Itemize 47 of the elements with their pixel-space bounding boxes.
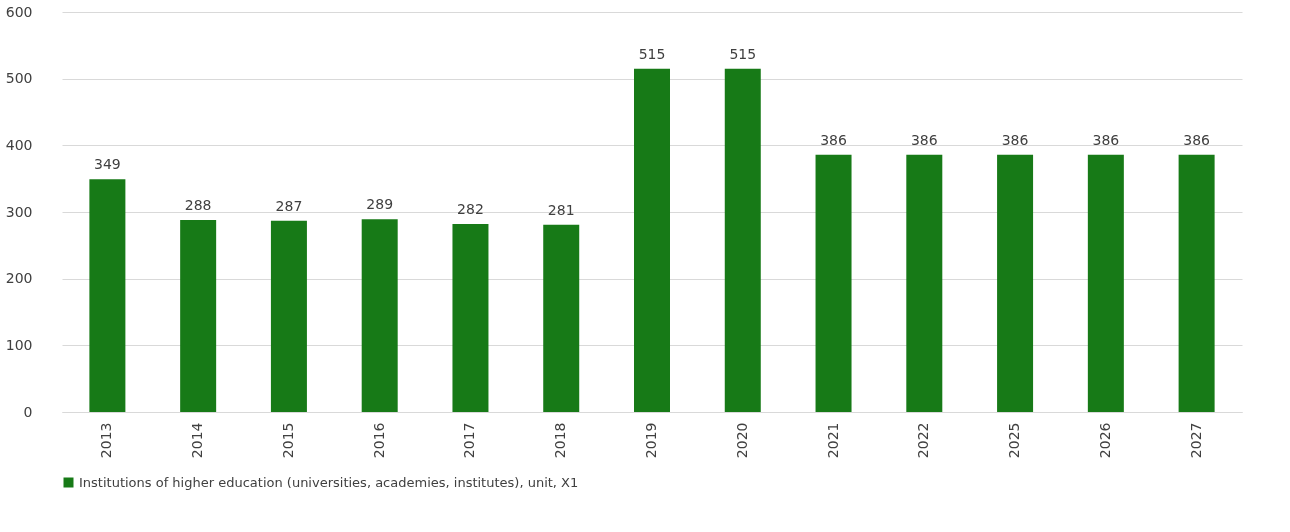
y-tick-label: 500 — [5, 70, 33, 87]
data-label: 386 — [1183, 131, 1211, 148]
data-label: 289 — [366, 196, 394, 213]
legend-label: Institutions of higher education (universities, academies, institutes), unit, X1 — [79, 474, 579, 490]
bar — [724, 68, 761, 412]
bar — [543, 224, 580, 412]
bar — [361, 219, 398, 412]
x-tick-label: 2027 — [1187, 422, 1204, 459]
data-label: 287 — [275, 197, 303, 214]
x-tick-label: 2013 — [98, 422, 115, 459]
bar — [89, 179, 126, 412]
data-label: 386 — [1092, 131, 1120, 148]
data-label: 515 — [729, 45, 757, 62]
y-tick-label: 0 — [23, 403, 33, 420]
data-label: 282 — [457, 201, 484, 217]
y-tick-label: 600 — [5, 3, 33, 20]
x-tick-label: 2022 — [915, 422, 932, 459]
data-label: 515 — [638, 45, 666, 62]
data-label: 386 — [1001, 131, 1029, 148]
x-tick-label: 2021 — [824, 422, 841, 459]
y-tick-label: 400 — [5, 136, 33, 153]
bar — [180, 220, 217, 412]
bar — [1087, 154, 1124, 412]
y-tick-label: 200 — [5, 270, 33, 287]
data-label: 288 — [184, 197, 212, 213]
bar — [815, 154, 852, 412]
bar — [1178, 154, 1215, 412]
bar — [997, 154, 1034, 412]
data-label: 281 — [547, 201, 575, 218]
bar — [452, 224, 489, 412]
y-tick-label: 100 — [5, 336, 33, 353]
x-tick-label: 2017 — [461, 422, 478, 459]
x-tick-label: 2019 — [643, 422, 659, 459]
data-label: 349 — [94, 156, 121, 173]
data-label: 386 — [820, 131, 847, 148]
y-tick-label: 300 — [5, 203, 33, 220]
data-label: 386 — [910, 131, 938, 148]
x-tick-label: 2016 — [370, 422, 387, 459]
bar — [634, 68, 670, 412]
x-tick-label: 2025 — [1006, 422, 1023, 459]
x-tick-label: 2015 — [279, 422, 296, 459]
x-tick-label: 2026 — [1096, 422, 1113, 459]
bar — [906, 154, 943, 412]
bar — [270, 220, 307, 412]
x-tick-label: 2014 — [189, 422, 206, 459]
x-tick-label: 2020 — [733, 422, 750, 459]
x-tick-label: 2018 — [552, 422, 569, 459]
